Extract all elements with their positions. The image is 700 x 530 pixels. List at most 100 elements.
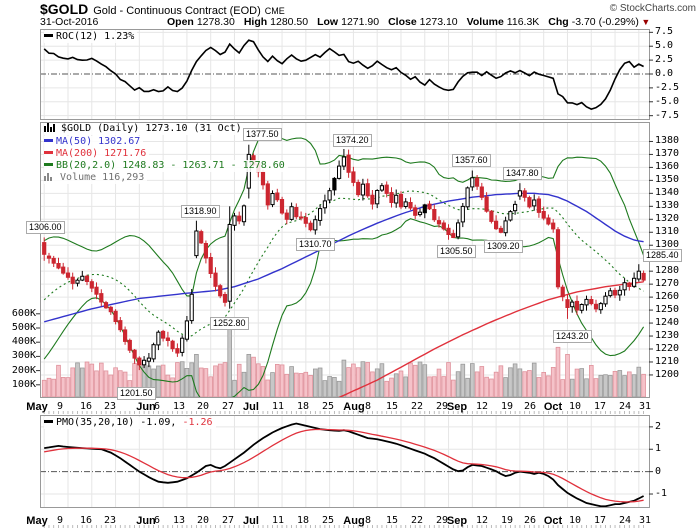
date-axis-label: 24 [618, 401, 632, 412]
date-axis-label: 29 [435, 401, 449, 412]
price-axis-label: 1210 [655, 355, 680, 367]
pmo-axis-label: 2 [655, 420, 662, 432]
pmo-date-axis-label: 29 [435, 515, 449, 526]
pmo-date-axis-label: 31 [638, 515, 652, 526]
date-axis-label: 19 [500, 401, 514, 412]
volume-legend: Volume 116,293 [44, 172, 148, 184]
date-axis-label: 11 [271, 401, 285, 412]
pmo-date-axis-label: Aug [343, 515, 365, 527]
date-axis-label: May [26, 401, 48, 413]
pmo-date-axis-label: 11 [271, 515, 285, 526]
date-axis-label: 22 [410, 401, 424, 412]
pmo-date-axis-label: 25 [321, 515, 335, 526]
price-annotation: 1310.70 [296, 238, 335, 251]
price-axis-label: 1220 [655, 343, 680, 354]
stockcharts-copyright-link[interactable]: © StockCharts.com [609, 3, 696, 14]
price-annotation: 1357.60 [452, 154, 491, 167]
ma200-legend-label: MA(200) 1271.76 [56, 148, 147, 159]
pmo-axis-label: -1 [655, 488, 668, 500]
date-axis-label: Sep [446, 401, 468, 413]
main-title-legend: $GOLD (Daily) 1273.10 (31 Oct) [44, 123, 245, 135]
date-axis-label: 23 [103, 401, 117, 412]
pmo-signal-value: -1.26 [176, 417, 213, 428]
pmo-date-axis-label: May [26, 515, 48, 527]
pmo-date-axis-label: Sep [446, 515, 468, 527]
price-annotation: 1347.80 [503, 167, 542, 180]
pmo-date-axis-label: 6 [153, 515, 161, 526]
price-annotation: 1309.20 [484, 240, 523, 253]
date-axis-label: 25 [321, 401, 335, 412]
date-axis-label: 6 [153, 401, 161, 412]
price-annotation: 1305.50 [437, 245, 476, 258]
bb-line-swatch-icon [44, 162, 53, 166]
exchange: CME [264, 6, 285, 16]
volume-legend-label: Volume 116,293 [60, 172, 145, 183]
price-axis-label: 1270 [655, 278, 680, 290]
pmo-date-axis-label: 15 [385, 515, 399, 526]
change-down-arrow-icon: ▼ [638, 17, 651, 27]
pmo-legend-label: PMO(35,20,10) -1.09, [56, 417, 177, 428]
quote-volume-value: 116.3K [506, 16, 540, 28]
price-axis-label: 1310 [655, 226, 680, 238]
price-axis-label: 1360 [655, 161, 680, 173]
price-annotation: 1252.80 [210, 317, 249, 330]
price-annotation: 1201.50 [117, 387, 156, 400]
pmo-line-swatch-icon [44, 419, 53, 423]
quote-low-label: Low [317, 16, 339, 28]
pmo-date-axis-label: 18 [296, 515, 310, 526]
instrument-name: Gold - Continuous Contract (EOD) [93, 5, 261, 17]
date-axis-label: 13 [172, 401, 186, 412]
pmo-date-axis-label: 10 [568, 515, 582, 526]
ma50-legend: MA(50) 1302.67 [44, 136, 144, 148]
price-axis-label: 1250 [655, 304, 680, 316]
date-axis-label: 17 [593, 401, 607, 412]
main-title: $GOLD (Daily) 1273.10 (31 Oct) [61, 123, 242, 134]
roc-axis-label: 2.5 [655, 54, 674, 66]
roc-line-swatch-icon [44, 33, 53, 37]
quote-chg-value: -3.70 (-0.29%) [571, 16, 639, 28]
quote-chg-label: Chg [548, 16, 569, 28]
date-axis-label: 18 [296, 401, 310, 412]
volume-axis-label: 600K [11, 307, 36, 319]
price-axis-label: 1340 [655, 187, 680, 199]
ma200-line-swatch-icon [44, 150, 53, 154]
pmo-date-axis-label: 9 [56, 515, 64, 526]
pmo-date-axis-label: 24 [618, 515, 632, 526]
volume-axis-label: 400K [11, 336, 36, 348]
pmo-date-axis-label: Jul [243, 515, 259, 527]
pmo-date-axis-label: 26 [523, 515, 537, 526]
price-axis-label: 1230 [655, 330, 680, 342]
pmo-date-axis-label: 27 [221, 515, 235, 526]
volume-axis-label: 100K [11, 378, 36, 390]
roc-legend-label: ROC(12) 1.23% [56, 31, 135, 42]
date-axis-label: 12 [475, 401, 489, 412]
date-axis-label: Oct [543, 401, 563, 413]
price-annotation: 1285.40 [643, 249, 682, 262]
quote-open-label: Open [167, 16, 194, 28]
ma50-legend-label: MA(50) 1302.67 [56, 136, 141, 147]
quote-high-label: High [243, 16, 268, 28]
price-axis-label: 1370 [655, 148, 680, 160]
ma200-legend: MA(200) 1271.76 [44, 148, 150, 160]
pmo-date-axis-label: 8 [364, 515, 372, 526]
stockcharts-logo-icon [44, 123, 55, 132]
quote-high-value: 1280.50 [270, 16, 309, 28]
pmo-date-axis-label: Oct [543, 515, 563, 527]
quote-fields: Open 1278.30 High 1280.50 Low 1271.90 Close 127… [158, 16, 650, 28]
pmo-date-axis-label: 22 [410, 515, 424, 526]
date-axis-label: 31 [638, 401, 652, 412]
quote-close-label: Close [388, 16, 417, 28]
roc-axis-label: 7.5 [655, 26, 674, 38]
date-axis-label: 9 [56, 401, 64, 412]
pmo-date-axis-label: 19 [500, 515, 514, 526]
roc-legend: ROC(12) 1.23% [44, 31, 138, 43]
date-axis-label: Jun [136, 401, 156, 413]
quote-volume-label: Volume [466, 16, 504, 28]
roc-axis-label: 0.0 [655, 68, 674, 79]
quote-date: 31-Oct-2016 [40, 16, 99, 28]
pmo-date-axis-label: 17 [593, 515, 607, 526]
chart-header: $GOLD Gold - Continuous Contract (EOD) CME [40, 1, 285, 17]
price-axis-label: 1330 [655, 200, 680, 212]
ma50-line-swatch-icon [44, 138, 53, 142]
